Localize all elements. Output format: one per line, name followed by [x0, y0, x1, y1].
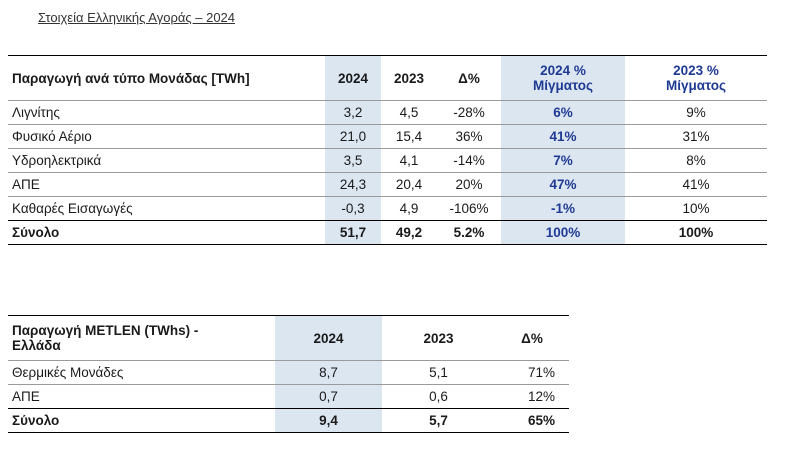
header-mix-2024-line2: Μίγματος	[533, 78, 593, 93]
header-mix-2024-line1: 2024 %	[540, 63, 586, 78]
table-header-row: Παραγωγή ανά τύπο Μονάδας [TWh] 2024 202…	[8, 55, 767, 101]
table-row: ΑΠΕ 24,3 20,4 20% 47% 41%	[8, 172, 767, 197]
cell-mix-2023: 9%	[625, 100, 767, 125]
table-row: Καθαρές Εισαγωγές -0,3 4,9 -106% -1% 10%	[8, 196, 767, 221]
cell-2024: 0,7	[275, 384, 382, 409]
header-label-line1: Παραγωγή METLEN (TWhs) -	[12, 323, 199, 338]
total-row: Σύνολο 9,4 5,7 65%	[8, 408, 569, 433]
cell-mix-2023: 10%	[625, 196, 767, 221]
header-label-line2: Ελλάδα	[12, 338, 61, 353]
cell-mix-2024: -1%	[501, 196, 625, 221]
total-2024: 9,4	[275, 408, 382, 433]
row-label: Καθαρές Εισαγωγές	[8, 196, 325, 221]
row-label: ΑΠΕ	[8, 384, 275, 409]
cell-2023: 0,6	[382, 384, 495, 409]
cell-2023: 5,1	[382, 360, 495, 385]
cell-mix-2024: 47%	[501, 172, 625, 197]
header-mix-2024: 2024 % Μίγματος	[501, 55, 625, 101]
total-delta: 65%	[495, 408, 569, 433]
total-row: Σύνολο 51,7 49,2 5.2% 100% 100%	[8, 220, 767, 245]
cell-2024: 24,3	[325, 172, 381, 197]
table-header-row: Παραγωγή METLEN (TWhs) - Ελλάδα 2024 202…	[8, 315, 569, 361]
cell-delta: 71%	[495, 360, 569, 385]
header-2023: 2023	[381, 55, 437, 101]
cell-2024: -0,3	[325, 196, 381, 221]
total-2024: 51,7	[325, 220, 381, 245]
header-2023: 2023	[382, 315, 495, 361]
cell-2024: 3,2	[325, 100, 381, 125]
cell-2024: 21,0	[325, 124, 381, 149]
cell-2023: 4,9	[381, 196, 437, 221]
section-title: Στοιχεία Ελληνικής Αγοράς – 2024	[38, 10, 236, 25]
total-mix-2024: 100%	[501, 220, 625, 245]
cell-delta: -14%	[437, 148, 501, 173]
row-label: ΑΠΕ	[8, 172, 325, 197]
cell-2024: 8,7	[275, 360, 382, 385]
header-mix-2023-line2: Μίγματος	[666, 78, 726, 93]
total-delta: 5.2%	[437, 220, 501, 245]
header-label: Παραγωγή METLEN (TWhs) - Ελλάδα	[8, 315, 275, 361]
cell-delta: -28%	[437, 100, 501, 125]
row-label: Λιγνίτης	[8, 100, 325, 125]
row-label: Θερμικές Μονάδες	[8, 360, 275, 385]
cell-2023: 20,4	[381, 172, 437, 197]
total-label: Σύνολο	[8, 408, 275, 433]
cell-mix-2024: 6%	[501, 100, 625, 125]
metlen-production-table: Παραγωγή METLEN (TWhs) - Ελλάδα 2024 202…	[8, 315, 569, 433]
header-2024: 2024	[325, 55, 381, 101]
row-label: Φυσικό Αέριο	[8, 124, 325, 149]
table-row: ΑΠΕ 0,7 0,6 12%	[8, 384, 569, 409]
header-mix-2023-line1: 2023 %	[673, 63, 719, 78]
row-label: Υδροηλεκτρικά	[8, 148, 325, 173]
table-row: Λιγνίτης 3,2 4,5 -28% 6% 9%	[8, 100, 767, 125]
cell-mix-2023: 8%	[625, 148, 767, 173]
cell-mix-2024: 41%	[501, 124, 625, 149]
cell-mix-2023: 41%	[625, 172, 767, 197]
cell-delta: -106%	[437, 196, 501, 221]
cell-delta: 20%	[437, 172, 501, 197]
header-mix-2023: 2023 % Μίγματος	[625, 55, 767, 101]
cell-delta: 12%	[495, 384, 569, 409]
cell-2023: 15,4	[381, 124, 437, 149]
cell-2024: 3,5	[325, 148, 381, 173]
header-2024: 2024	[275, 315, 382, 361]
cell-mix-2024: 7%	[501, 148, 625, 173]
cell-mix-2023: 31%	[625, 124, 767, 149]
total-2023: 5,7	[382, 408, 495, 433]
header-delta: Δ%	[437, 55, 501, 101]
header-label: Παραγωγή ανά τύπο Μονάδας [TWh]	[8, 55, 325, 101]
table-row: Θερμικές Μονάδες 8,7 5,1 71%	[8, 360, 569, 385]
total-mix-2023: 100%	[625, 220, 767, 245]
table-row: Υδροηλεκτρικά 3,5 4,1 -14% 7% 8%	[8, 148, 767, 173]
table-row: Φυσικό Αέριο 21,0 15,4 36% 41% 31%	[8, 124, 767, 149]
market-production-table: Παραγωγή ανά τύπο Μονάδας [TWh] 2024 202…	[8, 55, 767, 245]
total-label: Σύνολο	[8, 220, 325, 245]
cell-2023: 4,5	[381, 100, 437, 125]
total-2023: 49,2	[381, 220, 437, 245]
cell-2023: 4,1	[381, 148, 437, 173]
cell-delta: 36%	[437, 124, 501, 149]
header-delta: Δ%	[495, 315, 569, 361]
